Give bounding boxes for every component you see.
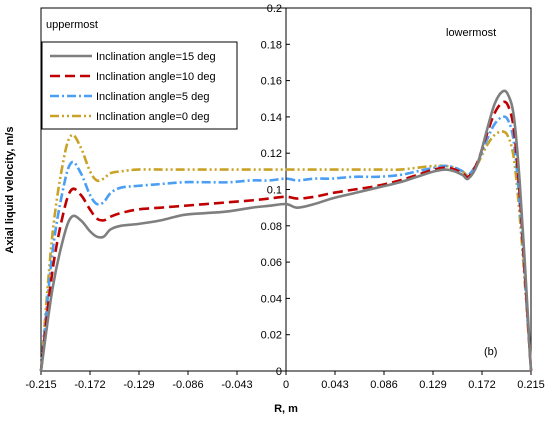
x-tick-label: -0.043: [221, 379, 252, 391]
legend: Inclination angle=15 deg Inclination angl…: [41, 41, 238, 130]
y-tick-label: 0.18: [261, 39, 282, 51]
y-tick-label: 0.14: [261, 112, 282, 124]
y-tick-label: 0.16: [261, 76, 282, 88]
y-tick-label: 0.02: [261, 330, 282, 342]
y-axis-title: Axial liquid velocity, m/s: [4, 127, 16, 254]
plot-area: [40, 7, 532, 375]
tick-labels: 0 0.02 0.04 0.06 0.08 0.1 0.12 0.14 0.16 0.18 0.2 -…: [25, 3, 544, 391]
x-tick-label: 0: [283, 379, 289, 391]
x-tick-label: -0.215: [25, 379, 56, 391]
y-tick-label: 0.06: [261, 257, 282, 269]
x-tick-label: 0.043: [321, 379, 349, 391]
x-tick-label: 0.129: [419, 379, 447, 391]
legend-label-4: Inclination angle=0 deg: [96, 111, 209, 123]
y-tick-label: 0.04: [261, 293, 282, 305]
legend-label-2: Inclination angle=10 deg: [96, 71, 216, 83]
y-tick-label: 0.08: [261, 221, 282, 233]
series-line-2: [39, 100, 533, 372]
series-line-1: [39, 89, 533, 372]
series-line-3: [39, 115, 533, 372]
x-tick-label: -0.172: [74, 379, 105, 391]
series-layer: [39, 89, 533, 372]
series-line-4: [39, 130, 533, 372]
x-tick-label: -0.086: [172, 379, 203, 391]
x-tick-label: 0.172: [468, 379, 496, 391]
x-axis-title: R, m: [274, 403, 298, 415]
panel-label: (b): [484, 346, 497, 358]
x-tick-label: 0.215: [517, 379, 545, 391]
annotation-lowermost: lowermost: [446, 27, 496, 39]
annotation-uppermost: uppermost: [46, 19, 98, 31]
y-tick-label: 0.2: [267, 3, 282, 15]
y-tick-label: 0.12: [261, 148, 282, 160]
y-tick-label: 0.1: [267, 185, 282, 197]
x-tick-label: -0.129: [123, 379, 154, 391]
y-tick-label: 0: [276, 366, 282, 378]
x-tick-label: 0.086: [370, 379, 398, 391]
legend-label-3: Inclination angle=5 deg: [96, 91, 209, 103]
legend-label-1: Inclination angle=15 deg: [96, 51, 216, 63]
